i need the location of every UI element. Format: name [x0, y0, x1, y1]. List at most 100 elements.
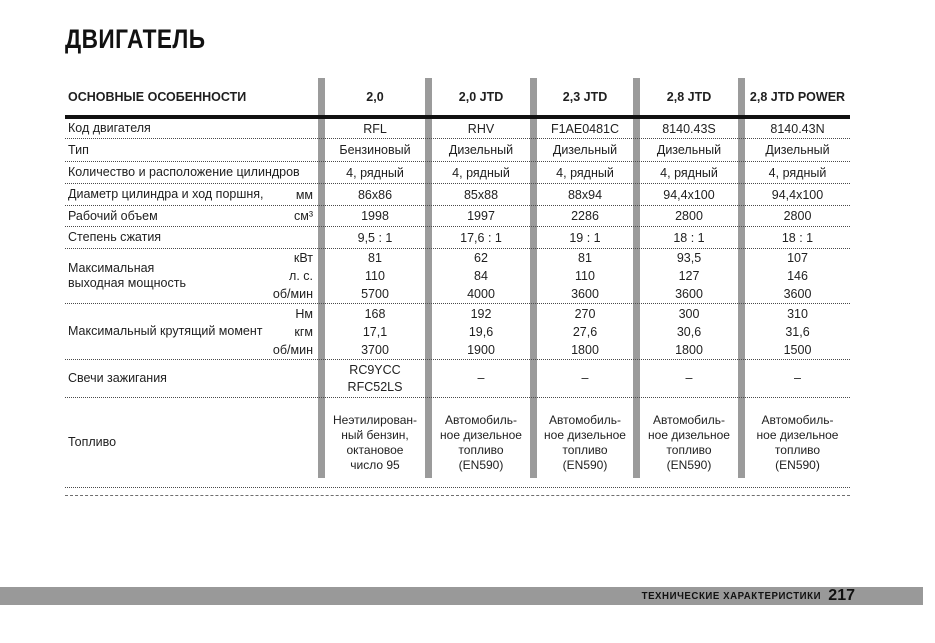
- row-label-cell: Тип: [65, 139, 318, 161]
- spec-value-cell: 1998: [361, 209, 389, 223]
- row-label-cell: Топливо: [65, 398, 318, 487]
- spec-value-cell: RFL: [363, 121, 387, 136]
- row-label: Код двигателя: [68, 121, 151, 135]
- spec-value-cell: 168 17,1 3700: [361, 306, 389, 357]
- spec-value-cell: 2800: [783, 209, 812, 223]
- table-header-row: ОСНОВНЫЕ ОСОБЕННОСТИ 2,0 2,0 JTD 2,3 JTD…: [65, 78, 850, 119]
- row-label: Свечи зажигания: [68, 371, 167, 385]
- column-separator-bar: [738, 78, 745, 478]
- spec-value-cell: Автомобиль-ное дизельное топливо (EN590): [756, 412, 839, 472]
- row-label-cell: Максимальная выходная мощность кВт л. с. об/…: [65, 249, 318, 303]
- row-label-cell: Количество и расположение цилиндров: [65, 162, 318, 183]
- spec-value-cell: 9,5 : 1: [357, 230, 393, 245]
- spec-value-cell: 270 27,6 1800: [571, 306, 599, 357]
- table-bottom-rule: [65, 495, 850, 496]
- row-label: Максимальная выходная мощность: [68, 261, 186, 290]
- footer-section-label: ТЕХНИЧЕСКИЕ ХАРАКТЕРИСТИКИ: [641, 590, 822, 602]
- spec-value-cell: 2800: [675, 209, 703, 223]
- engine-spec-table: ОСНОВНЫЕ ОСОБЕННОСТИ 2,0 2,0 JTD 2,3 JTD…: [65, 78, 850, 496]
- row-label: Рабочий объем: [68, 208, 158, 223]
- spec-value-cell: Дизельный: [552, 143, 618, 157]
- engine-column-header: 2,0 JTD: [458, 89, 504, 104]
- spec-value-cell: 310 31,6 1500: [783, 306, 812, 357]
- table-row: Степень сжатия 9,5 : 1 17,6 : 1 19 : 1 18 : …: [65, 227, 850, 249]
- spec-value-cell: 8140.43N: [770, 121, 825, 136]
- engine-column-header: 2,3 JTD: [562, 89, 608, 104]
- spec-value-cell: 1997: [467, 209, 495, 223]
- spec-value-cell: 94,4x100: [663, 187, 715, 202]
- row-label: Количество и расположение цилиндров: [68, 165, 300, 179]
- spec-value-cell: Неэтилирован-ный бензин, октановое число 9…: [333, 412, 417, 472]
- spec-value-cell: Дизельный: [765, 143, 830, 157]
- spec-value-cell: 19 : 1: [569, 230, 601, 245]
- column-separator-bar: [530, 78, 537, 478]
- spec-value-cell: 107 146 3600: [783, 251, 812, 301]
- row-label-cell: Степень сжатия: [65, 227, 318, 248]
- spec-value-cell: Автомобиль-ное дизельное топливо (EN590): [544, 412, 626, 472]
- row-label-cell: Рабочий объем см³: [65, 206, 318, 226]
- spec-value-cell: –: [581, 371, 589, 385]
- row-label-cell: Код двигателя: [65, 119, 318, 138]
- table-row: Максимальная выходная мощность кВт л. с. об/…: [65, 249, 850, 304]
- table-row: Максимальный крутящий момент Нм кгм об/мин 1…: [65, 304, 850, 360]
- spec-value-cell: 88x94: [567, 187, 603, 202]
- row-label: Степень сжатия: [68, 230, 162, 244]
- row-units: мм: [295, 187, 313, 202]
- row-label-cell: Диаметр цилиндра и ход поршня, мм: [65, 184, 318, 205]
- footer-bar: ТЕХНИЧЕСКИЕ ХАРАКТЕРИСТИКИ 217: [0, 587, 923, 605]
- spec-value-cell: 4, рядный: [346, 165, 404, 180]
- spec-value-cell: Дизельный: [656, 143, 722, 157]
- spec-value-cell: 192 19,6 1900: [467, 306, 495, 357]
- spec-value-cell: 62 84 4000: [467, 251, 495, 301]
- column-separator-bar: [633, 78, 640, 478]
- spec-value-cell: –: [685, 371, 693, 385]
- table-row: Рабочий объем см³ 1998 1997 2286 2800 2800: [65, 206, 850, 227]
- row-units: кВт л. с. об/мин: [272, 251, 313, 301]
- row-label-cell: Свечи зажигания: [65, 360, 318, 397]
- page-title: ДВИГАТЕЛЬ: [65, 24, 206, 54]
- spec-value-cell: 18 : 1: [673, 230, 705, 245]
- row-units: Нм кгм об/мин: [272, 306, 313, 357]
- engine-column-header: 2,0: [366, 89, 384, 104]
- table-body: Код двигателя RFL RHV F1AE0481C 8140.43S 8140…: [65, 119, 850, 488]
- spec-value-cell: 8140.43S: [662, 121, 716, 136]
- spec-value-cell: 85x88: [463, 187, 499, 202]
- table-row: Топливо Неэтилирован-ный бензин, октановое…: [65, 398, 850, 488]
- spec-value-cell: 18 : 1: [781, 230, 814, 245]
- spec-value-cell: 81 110 5700: [361, 251, 389, 301]
- spec-value-cell: –: [794, 371, 801, 385]
- engine-column-header: 2,8 JTD: [666, 89, 712, 104]
- spec-value-cell: 4, рядный: [556, 165, 614, 180]
- spec-value-cell: –: [477, 371, 485, 385]
- table-row: Количество и расположение цилиндров 4, ря…: [65, 162, 850, 184]
- spec-value-cell: RHV: [467, 121, 495, 136]
- engine-column-header: 2,8 JTD POWER: [749, 89, 846, 104]
- column-separator-bar: [318, 78, 325, 478]
- row-label-cell: Максимальный крутящий момент Нм кгм об/мин: [65, 304, 318, 359]
- spec-value-cell: 4, рядный: [452, 165, 510, 180]
- spec-value-cell: 17,6 : 1: [460, 230, 502, 245]
- row-units: см³: [293, 209, 313, 223]
- row-label: Максимальный крутящий момент: [68, 324, 263, 338]
- spec-value-cell: 81 110 3600: [571, 251, 599, 301]
- table-row: Свечи зажигания RC9YCC RFC52LS – – – –: [65, 360, 850, 398]
- row-label: Топливо: [68, 435, 117, 449]
- features-column-header: ОСНОВНЫЕ ОСОБЕННОСТИ: [68, 89, 247, 104]
- spec-value-cell: F1AE0481C: [550, 121, 620, 136]
- row-label: Тип: [68, 142, 89, 157]
- column-separator-bar: [425, 78, 432, 478]
- spec-value-cell: Бензиновый: [339, 143, 411, 157]
- table-row: Тип Бензиновый Дизельный Дизельный Дизельный…: [65, 139, 850, 162]
- spec-value-cell: 2286: [571, 209, 599, 223]
- spec-value-cell: Дизельный: [448, 143, 514, 157]
- row-label: Диаметр цилиндра и ход поршня,: [68, 187, 264, 201]
- spec-value-cell: 4, рядный: [660, 165, 718, 180]
- table-row: Диаметр цилиндра и ход поршня, мм 86x86 85x…: [65, 184, 850, 206]
- spec-value-cell: 93,5 127 3600: [675, 251, 703, 301]
- spec-value-cell: 4, рядный: [768, 165, 827, 180]
- spec-value-cell: 86x86: [357, 187, 393, 202]
- footer-page-number: 217: [828, 587, 855, 604]
- spec-value-cell: 94,4x100: [771, 187, 824, 202]
- table-row: Код двигателя RFL RHV F1AE0481C 8140.43S 8140…: [65, 119, 850, 139]
